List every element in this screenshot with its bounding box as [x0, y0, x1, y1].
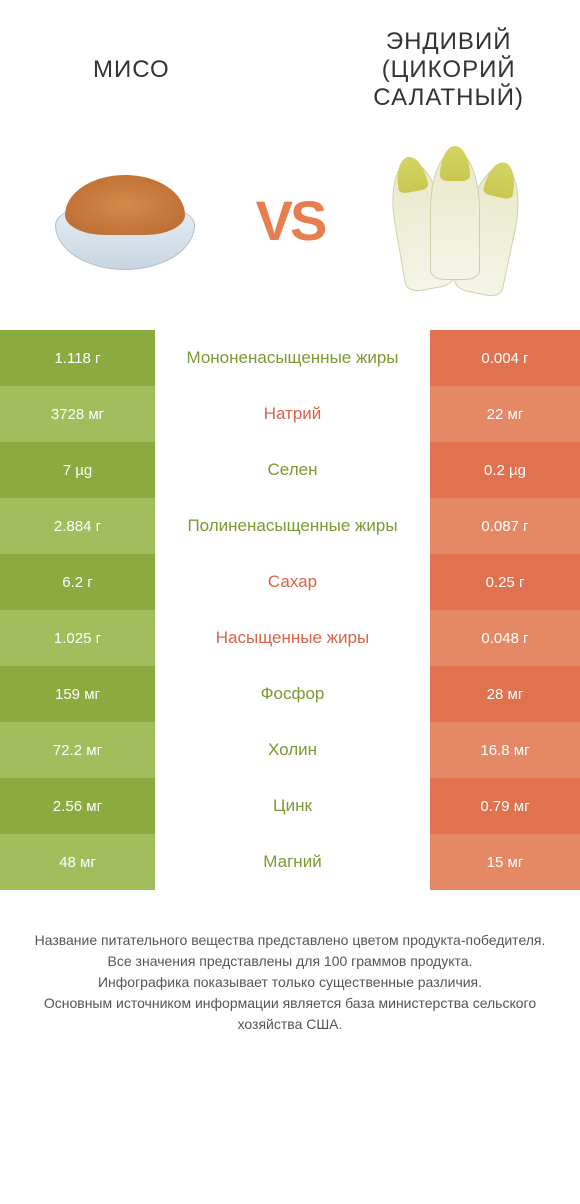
- food-images-row: VS: [0, 130, 580, 330]
- miso-image: [45, 140, 205, 300]
- footer-line-4: Основным источником информации является …: [30, 993, 550, 1035]
- right-value: 0.004 г: [430, 330, 580, 386]
- left-value: 2.56 мг: [0, 778, 155, 834]
- nutrition-table: 1.118 гМононенасыщенные жиры0.004 г3728 …: [0, 330, 580, 890]
- nutrition-row: 7 µgСелен0.2 µg: [0, 442, 580, 498]
- right-value: 0.79 мг: [430, 778, 580, 834]
- right-value: 22 мг: [430, 386, 580, 442]
- nutrient-label: Мононенасыщенные жиры: [155, 330, 430, 386]
- nutrient-label: Фосфор: [155, 666, 430, 722]
- left-value: 1.118 г: [0, 330, 155, 386]
- left-value: 6.2 г: [0, 554, 155, 610]
- right-value: 0.25 г: [430, 554, 580, 610]
- nutrition-row: 6.2 гСахар0.25 г: [0, 554, 580, 610]
- right-value: 0.048 г: [430, 610, 580, 666]
- left-value: 3728 мг: [0, 386, 155, 442]
- left-value: 72.2 мг: [0, 722, 155, 778]
- left-value: 159 мг: [0, 666, 155, 722]
- nutrition-row: 1.025 гНасыщенные жиры0.048 г: [0, 610, 580, 666]
- nutrient-label: Магний: [155, 834, 430, 890]
- nutrition-row: 2.884 гПолиненасыщенные жиры0.087 г: [0, 498, 580, 554]
- right-value: 0.087 г: [430, 498, 580, 554]
- left-food-title: МИСО: [19, 56, 243, 84]
- nutrition-row: 1.118 гМононенасыщенные жиры0.004 г: [0, 330, 580, 386]
- nutrient-label: Селен: [155, 442, 430, 498]
- nutrient-label: Насыщенные жиры: [155, 610, 430, 666]
- vs-label: VS: [256, 188, 325, 253]
- footer-notes: Название питательного вещества представл…: [0, 890, 580, 1055]
- nutrient-label: Натрий: [155, 386, 430, 442]
- right-value: 0.2 µg: [430, 442, 580, 498]
- nutrition-row: 3728 мгНатрий22 мг: [0, 386, 580, 442]
- left-value: 7 µg: [0, 442, 155, 498]
- nutrient-label: Цинк: [155, 778, 430, 834]
- comparison-header: МИСО ЭНДИВИЙ (ЦИКОРИЙ САЛАТНЫЙ): [0, 0, 580, 130]
- nutrient-label: Полиненасыщенные жиры: [155, 498, 430, 554]
- footer-line-3: Инфографика показывает только существенн…: [30, 972, 550, 993]
- left-value: 2.884 г: [0, 498, 155, 554]
- nutrient-label: Холин: [155, 722, 430, 778]
- nutrient-label: Сахар: [155, 554, 430, 610]
- left-value: 48 мг: [0, 834, 155, 890]
- right-value: 28 мг: [430, 666, 580, 722]
- nutrition-row: 48 мгМагний15 мг: [0, 834, 580, 890]
- nutrition-row: 2.56 мгЦинк0.79 мг: [0, 778, 580, 834]
- footer-line-2: Все значения представлены для 100 граммо…: [30, 951, 550, 972]
- right-value: 16.8 мг: [430, 722, 580, 778]
- right-food-title: ЭНДИВИЙ (ЦИКОРИЙ САЛАТНЫЙ): [337, 28, 561, 112]
- nutrition-row: 159 мгФосфор28 мг: [0, 666, 580, 722]
- endive-image: [375, 140, 535, 300]
- left-value: 1.025 г: [0, 610, 155, 666]
- footer-line-1: Название питательного вещества представл…: [30, 930, 550, 951]
- nutrition-row: 72.2 мгХолин16.8 мг: [0, 722, 580, 778]
- right-value: 15 мг: [430, 834, 580, 890]
